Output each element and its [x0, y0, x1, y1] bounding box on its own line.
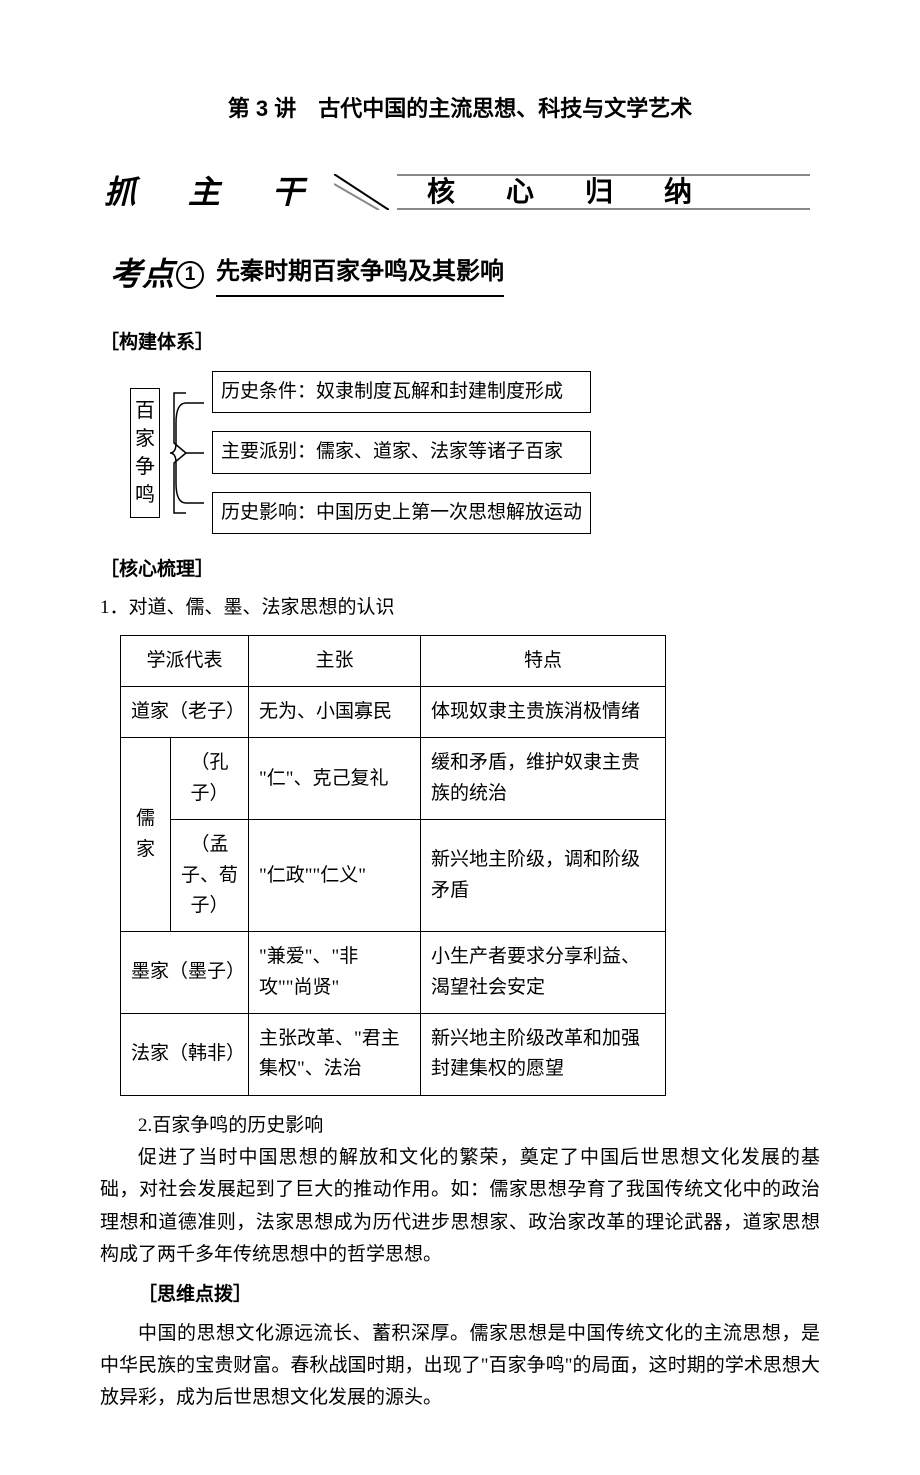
kaodian-label: 考点: [110, 247, 174, 301]
banner-left-text: 抓 主 干: [100, 165, 326, 219]
section-banner: 抓 主 干 核 心 归 纳: [100, 167, 820, 217]
cell-claim: 无为、小国寡民: [249, 686, 421, 737]
diagram-child: 历史影响：中国历史上第一次思想解放运动: [212, 492, 591, 534]
point2-label: 2.百家争鸣的历史影响: [100, 1110, 820, 1142]
diagram-child: 主要派别：儒家、道家、法家等诸子百家: [212, 431, 591, 473]
diagram-children: 历史条件：奴隶制度瓦解和封建制度形成 主要派别：儒家、道家、法家等诸子百家 历史…: [212, 371, 591, 534]
cell-school-main: 儒家: [121, 738, 171, 932]
table-header-row: 学派代表 主张 特点: [121, 635, 666, 686]
lecture-title: 第 3 讲 古代中国的主流思想、科技与文学艺术: [100, 90, 820, 127]
goujian-heading: ［构建体系］: [100, 327, 820, 359]
cell-claim: "仁"、克己复礼: [249, 738, 421, 820]
banner-divider-icon: [334, 174, 389, 210]
hexin-heading: ［核心梳理］: [100, 554, 820, 586]
banner-right: 核 心 归 纳: [397, 172, 820, 212]
cell-claim: 主张改革、"君主集权"、法治: [249, 1014, 421, 1096]
cell-feat: 体现奴隶主贵族消极情绪: [421, 686, 666, 737]
schools-table: 学派代表 主张 特点 道家（老子） 无为、小国寡民 体现奴隶主贵族消极情绪 儒家…: [120, 635, 666, 1096]
cell-school: 法家（韩非）: [121, 1014, 249, 1096]
cell-claim: "兼爱"、"非攻""尚贤": [249, 932, 421, 1014]
cell-feat: 新兴地主阶级改革和加强封建集权的愿望: [421, 1014, 666, 1096]
kaodian-heading: 考点1 先秦时期百家争鸣及其影响: [110, 247, 820, 301]
table-row: 道家（老子） 无为、小国寡民 体现奴隶主贵族消极情绪: [121, 686, 666, 737]
kaodian-number: 1: [176, 261, 204, 289]
th-school: 学派代表: [121, 635, 249, 686]
banner-right-text: 核 心 归 纳: [397, 169, 714, 217]
cell-claim: "仁政""仁义": [249, 820, 421, 932]
structure-diagram: 百 家 争 鸣 历史条件：奴隶制度瓦解和封建制度形成 主要派别：儒家、道家、法家…: [130, 371, 820, 534]
table-row: （孟子、荀子） "仁政""仁义" 新兴地主阶级，调和阶级矛盾: [121, 820, 666, 932]
cell-feat: 小生产者要求分享利益、渴望社会安定: [421, 932, 666, 1014]
diagram-child: 历史条件：奴隶制度瓦解和封建制度形成: [212, 371, 591, 413]
table-row: 法家（韩非） 主张改革、"君主集权"、法治 新兴地主阶级改革和加强封建集权的愿望: [121, 1014, 666, 1096]
cell-feat: 新兴地主阶级，调和阶级矛盾: [421, 820, 666, 932]
cell-feat: 缓和矛盾，维护奴隶主贵族的统治: [421, 738, 666, 820]
kaodian-title: 先秦时期百家争鸣及其影响: [216, 252, 504, 297]
bracket-icon: [166, 383, 206, 523]
cell-school: 墨家（墨子）: [121, 932, 249, 1014]
siwei-body: 中国的思想文化源远流长、蓄积深厚。儒家思想是中国传统文化的主流思想，是中华民族的…: [100, 1318, 820, 1415]
diagram-root: 百 家 争 鸣: [130, 388, 160, 518]
cell-school: 道家（老子）: [121, 686, 249, 737]
siwei-heading: ［思维点拨］: [100, 1279, 820, 1311]
th-feat: 特点: [421, 635, 666, 686]
table-row: 儒家 （孔子） "仁"、克己复礼 缓和矛盾，维护奴隶主贵族的统治: [121, 738, 666, 820]
point1-label: 1．对道、儒、墨、法家思想的认识: [100, 592, 820, 624]
cell-school-sub: （孔子）: [171, 738, 249, 820]
th-claim: 主张: [249, 635, 421, 686]
table-row: 墨家（墨子） "兼爱"、"非攻""尚贤" 小生产者要求分享利益、渴望社会安定: [121, 932, 666, 1014]
point2-body: 促进了当时中国思想的解放和文化的繁荣，奠定了中国后世思想文化发展的基础，对社会发…: [100, 1142, 820, 1271]
cell-school-sub: （孟子、荀子）: [171, 820, 249, 932]
